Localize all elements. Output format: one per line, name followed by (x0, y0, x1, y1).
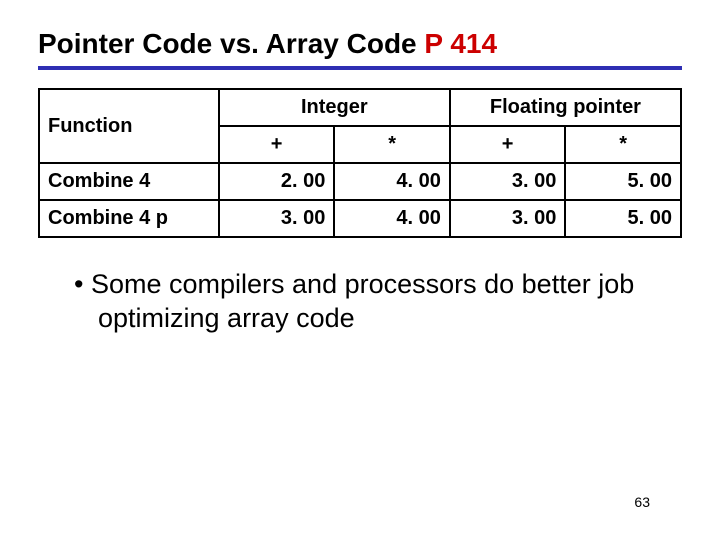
slide: Pointer Code vs. Array Code P 414 Functi… (0, 0, 720, 540)
cell-num: 5. 00 (565, 200, 681, 237)
title-main: Pointer Code vs. Array Code (38, 28, 424, 59)
cell-num: 3. 00 (219, 200, 335, 237)
cell-num: 3. 00 (450, 163, 566, 200)
comparison-table: Function Integer Floating pointer + * + … (38, 88, 682, 238)
title-rule (38, 66, 682, 70)
header-floating: Floating pointer (450, 89, 681, 126)
slide-title: Pointer Code vs. Array Code P 414 (38, 28, 682, 60)
cell-num: 4. 00 (334, 200, 450, 237)
bullet-text: Some compilers and processors do better … (91, 269, 634, 333)
cell-num: 2. 00 (219, 163, 335, 200)
header-op-fp-star: * (565, 126, 681, 163)
table-row: Combine 4 2. 00 4. 00 3. 00 5. 00 (39, 163, 681, 200)
table-row: Combine 4 p 3. 00 4. 00 3. 00 5. 00 (39, 200, 681, 237)
page-number: 63 (634, 494, 650, 510)
table-header-row-1: Function Integer Floating pointer (39, 89, 681, 126)
title-page-ref: P 414 (424, 28, 497, 59)
cell-num: 3. 00 (450, 200, 566, 237)
bullet-point: • Some compilers and processors do bette… (38, 268, 682, 336)
cell-num: 4. 00 (334, 163, 450, 200)
header-integer: Integer (219, 89, 450, 126)
cell-fn: Combine 4 p (39, 200, 219, 237)
cell-num: 5. 00 (565, 163, 681, 200)
header-op-int-star: * (334, 126, 450, 163)
cell-fn: Combine 4 (39, 163, 219, 200)
header-function: Function (39, 89, 219, 163)
header-op-int-plus: + (219, 126, 335, 163)
header-op-fp-plus: + (450, 126, 566, 163)
